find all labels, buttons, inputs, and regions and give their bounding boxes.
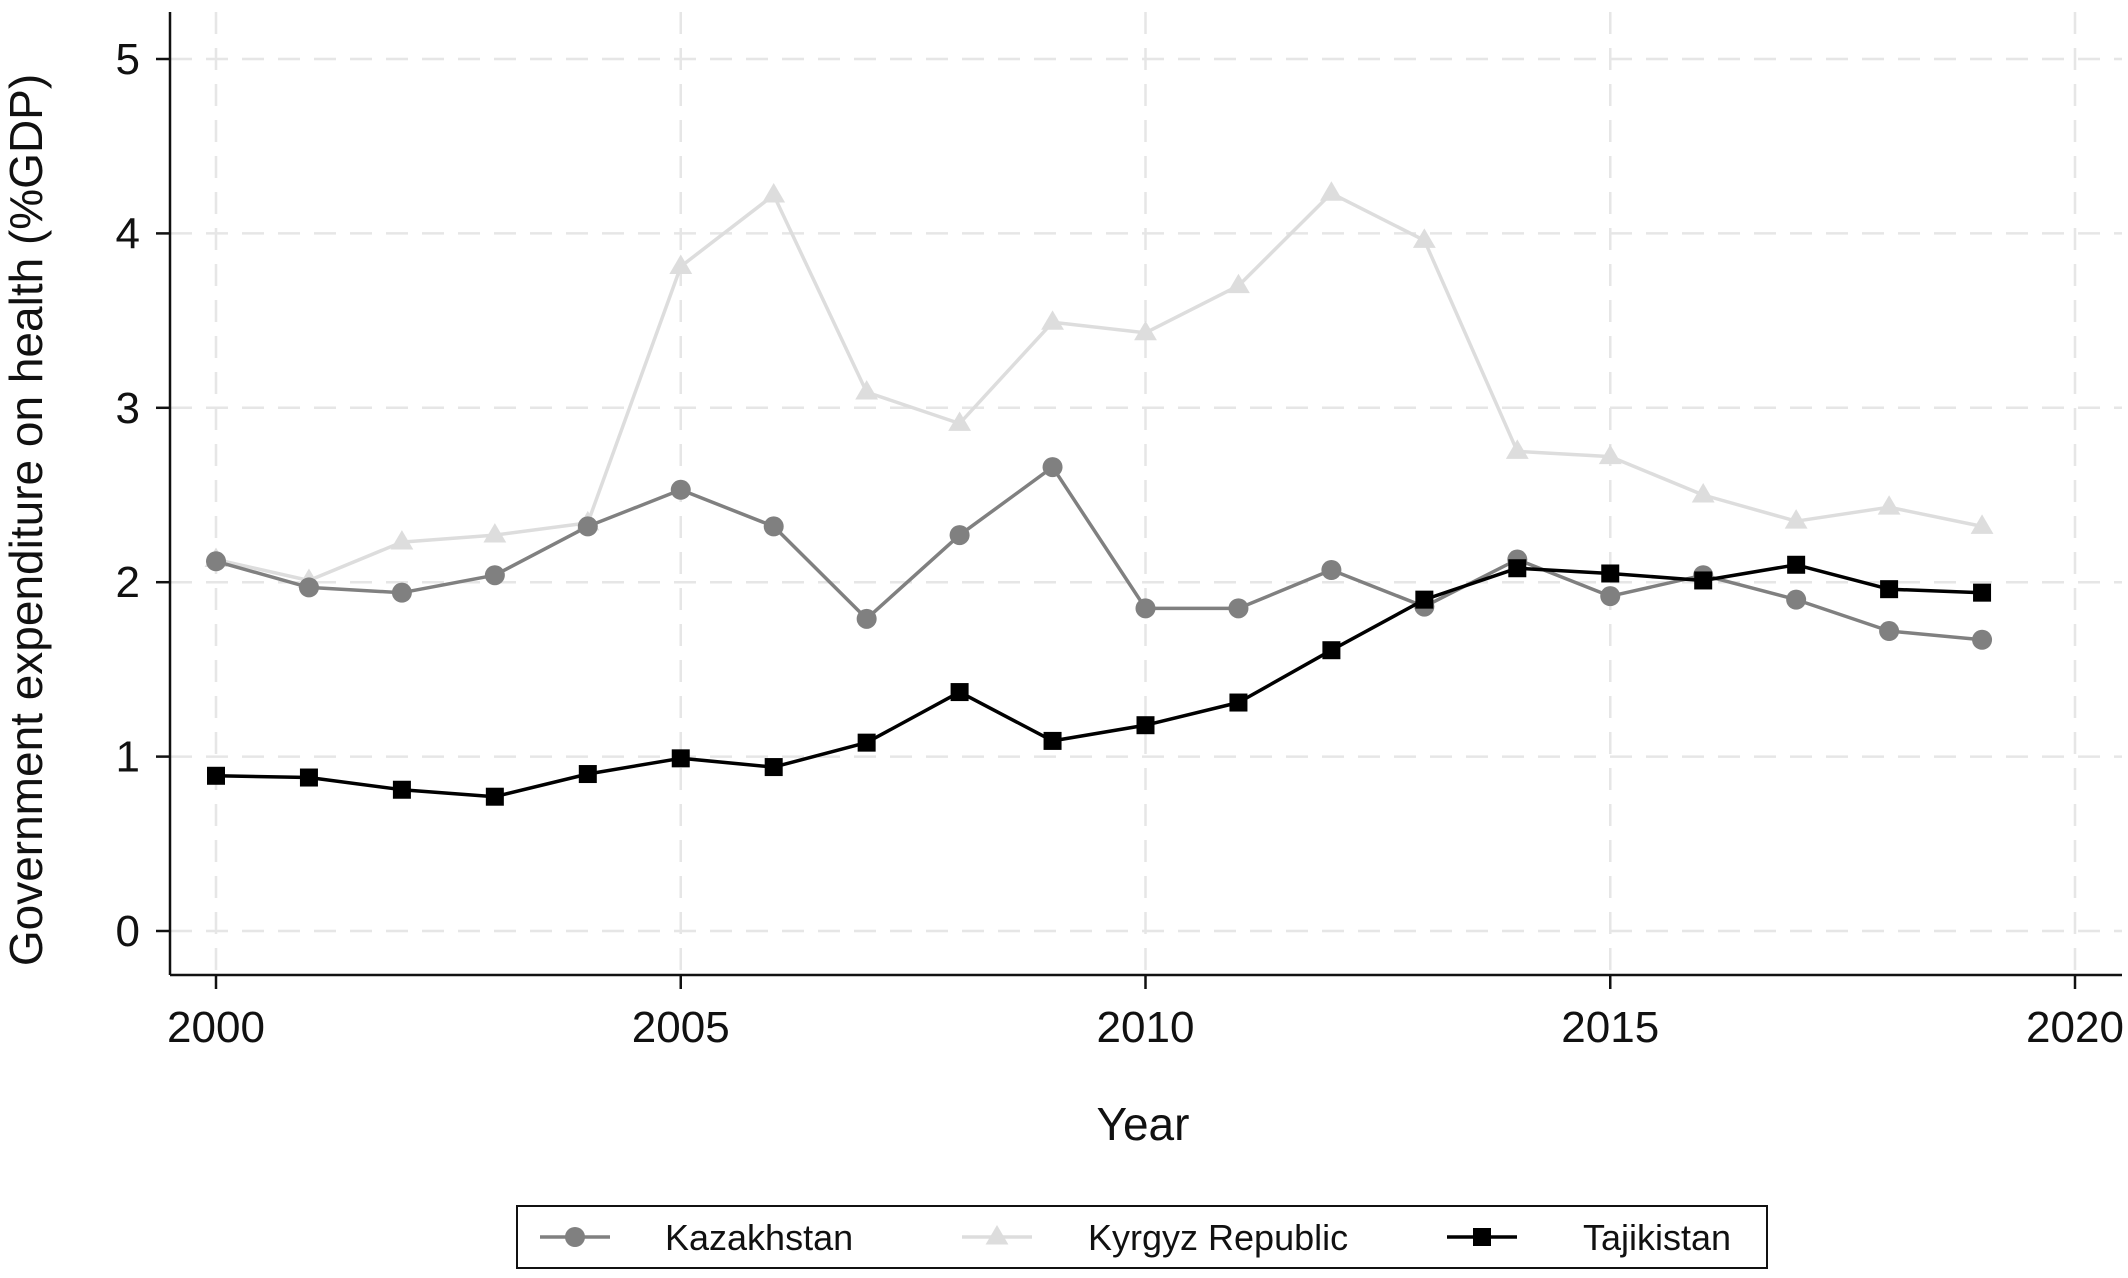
data-point <box>1041 310 1064 330</box>
data-point <box>1784 509 1808 529</box>
data-point <box>1879 621 1900 642</box>
data-point <box>670 479 691 500</box>
legend-item: Kyrgyz Republic <box>962 1217 1348 1258</box>
grid <box>170 12 2122 975</box>
y-tick-label: 1 <box>116 733 140 782</box>
data-point <box>1415 590 1434 609</box>
data-point <box>1598 444 1622 465</box>
x-tick-label: 2000 <box>167 1003 265 1052</box>
data-point <box>207 766 225 785</box>
y-tick-label: 4 <box>116 209 140 258</box>
data-point <box>1320 181 1343 201</box>
series-kazakhstan <box>206 457 1993 650</box>
data-point <box>763 516 784 537</box>
legend-swatch-marker <box>1473 1228 1491 1246</box>
data-point <box>764 758 783 777</box>
data-point <box>1135 598 1156 619</box>
data-point <box>671 749 690 768</box>
data-point <box>392 780 411 799</box>
data-point <box>1600 586 1621 607</box>
series-line <box>215 191 1983 583</box>
data-point <box>1877 495 1901 515</box>
x-tick-label: 2010 <box>1097 1003 1195 1052</box>
data-point <box>856 608 877 629</box>
data-point <box>857 733 876 752</box>
series <box>204 181 1994 806</box>
data-point <box>1322 641 1341 660</box>
data-point <box>1134 320 1157 341</box>
x-tick-label: 2005 <box>632 1003 730 1052</box>
data-point <box>1973 583 1992 602</box>
legend-item: Tajikistan <box>1447 1217 1731 1258</box>
data-point <box>577 516 598 537</box>
series-kyrgyz-republic <box>204 181 1994 588</box>
data-point <box>485 787 504 806</box>
x-tick-label: 2020 <box>2026 1003 2124 1052</box>
data-point <box>855 380 879 400</box>
data-point <box>299 768 318 787</box>
x-axis-title: Year <box>1097 1098 1190 1150</box>
data-point <box>1601 564 1620 583</box>
legend-swatch-marker <box>985 1225 1009 1245</box>
data-point <box>1043 731 1062 750</box>
data-point <box>1972 629 1993 650</box>
data-point <box>949 525 970 546</box>
data-point <box>1505 439 1529 459</box>
legend-label: Tajikistan <box>1583 1217 1731 1258</box>
data-point <box>1691 483 1715 503</box>
data-point <box>1694 571 1713 590</box>
ticks: 0 1 2 3 4 5 2000 2005 2010 2015 2020 <box>116 35 2124 1052</box>
data-point <box>1412 228 1436 248</box>
data-point <box>390 530 414 550</box>
data-point <box>298 577 319 598</box>
data-point <box>1228 598 1249 619</box>
legend-item: Kazakhstan <box>540 1217 853 1258</box>
data-point <box>950 683 969 702</box>
data-point <box>1786 589 1807 610</box>
series-line <box>215 465 1983 642</box>
y-tick-label: 0 <box>116 907 140 956</box>
legend-swatch-marker <box>565 1227 585 1247</box>
data-point <box>1136 716 1155 735</box>
data-point <box>948 411 971 431</box>
data-point <box>206 551 226 572</box>
legend: Kazakhstan Kyrgyz Republic Tajikistan <box>516 1205 1768 1269</box>
legend-box <box>516 1205 1768 1269</box>
data-point <box>391 582 412 603</box>
data-point <box>1229 693 1248 712</box>
data-point <box>1042 457 1063 478</box>
y-tick-label: 5 <box>116 35 140 84</box>
data-point <box>762 183 786 203</box>
data-point <box>669 254 693 274</box>
y-tick-label: 3 <box>116 384 140 433</box>
data-point <box>1880 580 1899 599</box>
legend-label: Kyrgyz Republic <box>1088 1217 1348 1258</box>
series-tajikistan <box>207 555 1992 806</box>
data-point <box>483 523 507 543</box>
data-point <box>1227 273 1250 294</box>
data-point <box>1321 559 1342 580</box>
y-tick-label: 2 <box>116 558 140 607</box>
data-point <box>1787 555 1806 574</box>
x-tick-label: 2015 <box>1561 1003 1659 1052</box>
legend-label: Kazakhstan <box>665 1217 853 1258</box>
data-point <box>484 565 505 586</box>
y-axis-title: Government expenditure on health (%GDP) <box>0 74 52 966</box>
data-point <box>578 765 597 784</box>
data-point <box>1508 559 1527 578</box>
data-point <box>1970 514 1994 534</box>
series-line <box>215 563 1983 799</box>
